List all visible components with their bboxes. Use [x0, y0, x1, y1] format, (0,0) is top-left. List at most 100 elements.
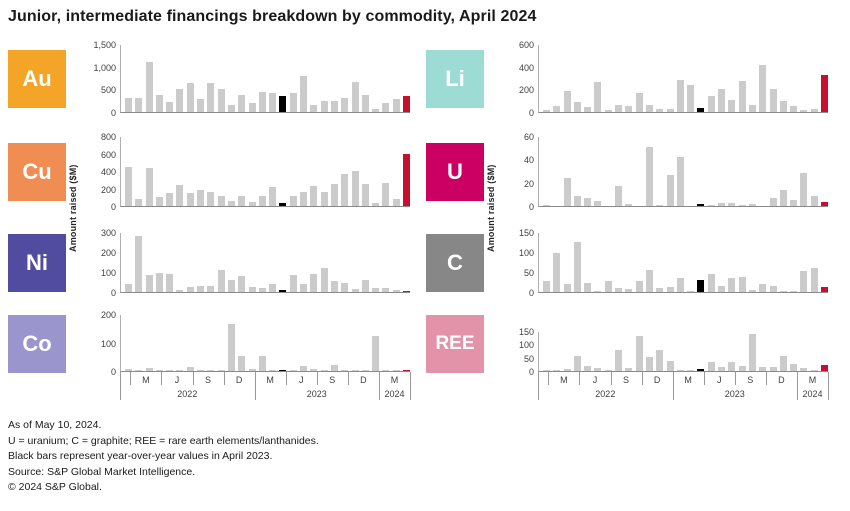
bar-U-8	[615, 185, 623, 206]
bar-C-5	[584, 282, 592, 292]
year-separator	[672, 372, 674, 400]
bar-U-24	[779, 190, 787, 206]
bar-Li-21	[748, 105, 756, 112]
bar-Cu-9	[207, 191, 215, 206]
bar-C-13	[666, 287, 674, 292]
plot-area-REE	[538, 332, 829, 372]
year-separator	[828, 372, 829, 400]
bar-C-6	[594, 291, 602, 292]
month-tick-label: M	[808, 375, 817, 385]
month-tick-label: S	[329, 375, 336, 385]
chart-Li: 600 400 200 0	[498, 40, 829, 118]
chart-Ni: 300 200 100 0	[80, 228, 411, 298]
y-tick-label: 200	[518, 85, 534, 96]
bar-C-7	[604, 280, 612, 292]
chart-row-U: U 60 40 20 0	[426, 132, 830, 212]
bar-Co-13	[248, 368, 256, 371]
month-tick-label: J	[717, 375, 722, 385]
bar-Cu-20	[320, 192, 328, 206]
month-tick	[579, 372, 581, 385]
tile-label-Co: Co	[22, 330, 52, 356]
bar-C-4	[573, 242, 581, 292]
y-tick-label: 0	[528, 108, 534, 118]
chart-Co: 200 100 0	[80, 310, 411, 377]
bar-Au-8	[197, 99, 205, 112]
y-tick-label: 100	[518, 340, 534, 351]
bar-Li-5	[584, 106, 592, 112]
bar-Au-14	[258, 91, 266, 112]
bar-Au-2	[135, 97, 143, 112]
page-title: Junior, intermediate financings breakdow…	[8, 8, 537, 25]
month-tick	[130, 372, 132, 385]
bar-C-23	[769, 286, 777, 292]
bar-Ni-13	[248, 287, 256, 292]
bar-REE-9	[625, 367, 633, 371]
bar-Au-4	[155, 95, 163, 112]
month-tick	[161, 372, 163, 385]
bar-REE-8	[615, 349, 623, 371]
bar-Au-16	[279, 96, 287, 112]
bar-REE-3	[563, 368, 571, 371]
bar-Li-11	[645, 104, 653, 112]
bar-U-23	[769, 198, 777, 206]
bar-C-2	[553, 253, 561, 292]
bar-Li-7	[604, 109, 612, 112]
bar-Ni-10	[217, 269, 225, 292]
bar-C-17	[707, 274, 715, 292]
bar-Cu-14	[258, 195, 266, 206]
year-label: 2024	[802, 389, 823, 399]
y-tick-label: 60	[523, 132, 534, 142]
bar-REE-12	[656, 349, 664, 371]
bar-Cu-13	[248, 201, 256, 206]
bar-Li-24	[779, 101, 787, 112]
y-tick-label: 400	[100, 167, 116, 177]
month-tick	[285, 372, 287, 385]
bar-Ni-21	[330, 281, 338, 292]
bar-REE-5	[584, 365, 592, 371]
y-axis-label-right: Amount raised ($M)	[486, 164, 496, 253]
bar-Ni-16	[279, 290, 287, 292]
bar-Co-2	[135, 370, 143, 371]
bar-Ni-9	[207, 286, 215, 292]
bar-Ni-7	[186, 286, 194, 292]
bar-REE-17	[707, 362, 715, 371]
bar-Li-8	[615, 104, 623, 112]
rows-left: Au 1,500 1,000 500 0 Cu 800 600 400 200 0 Ni 300 200 1…	[8, 40, 412, 377]
footnote-source: Source: S&P Global Market Intelligence.	[8, 465, 196, 478]
bar-Co-7	[186, 367, 194, 371]
bar-Au-9	[207, 83, 215, 112]
bar-Cu-1	[125, 166, 132, 206]
year-label: 2023	[724, 389, 745, 399]
chart-row-Co: Co 200 100 0	[8, 310, 412, 377]
bar-Li-26	[800, 110, 808, 112]
bar-Li-14	[676, 79, 684, 112]
bar-U-1	[543, 204, 550, 206]
plot-area-Cu	[120, 137, 411, 207]
tile-Li: Li	[426, 50, 484, 108]
year-separator	[410, 372, 411, 400]
chart-row-Cu: Cu 800 600 400 200 0	[8, 132, 412, 212]
plot-area-U	[538, 137, 829, 207]
bar-C-19	[728, 277, 736, 292]
month-tick	[734, 372, 736, 385]
y-tick-label: 0	[110, 202, 116, 212]
y-tick-label: 800	[100, 132, 116, 142]
y-tick-label: 50	[523, 267, 534, 278]
year-label: 2024	[384, 389, 405, 399]
bar-REE-16	[697, 369, 705, 371]
bar-Cu-22	[341, 174, 349, 206]
y-tick-labels-Cu: 800 600 400 200 0	[80, 132, 120, 212]
chart-row-Au: Au 1,500 1,000 500 0	[8, 40, 412, 118]
x-axis-right: M J S D M J S D M 2022 2023 2024	[538, 372, 829, 404]
y-tick-label: 200	[100, 247, 116, 258]
bar-Ni-23	[351, 289, 359, 292]
bar-U-14	[676, 157, 684, 206]
month-tick-label: S	[205, 375, 212, 385]
y-tick-label: 0	[110, 367, 116, 377]
year-label: 2023	[306, 389, 327, 399]
month-tick	[347, 372, 349, 385]
bar-Ni-19	[310, 274, 318, 292]
month-tick-label: M	[560, 375, 568, 385]
tile-U: U	[426, 143, 484, 201]
bar-Li-13	[666, 109, 674, 112]
